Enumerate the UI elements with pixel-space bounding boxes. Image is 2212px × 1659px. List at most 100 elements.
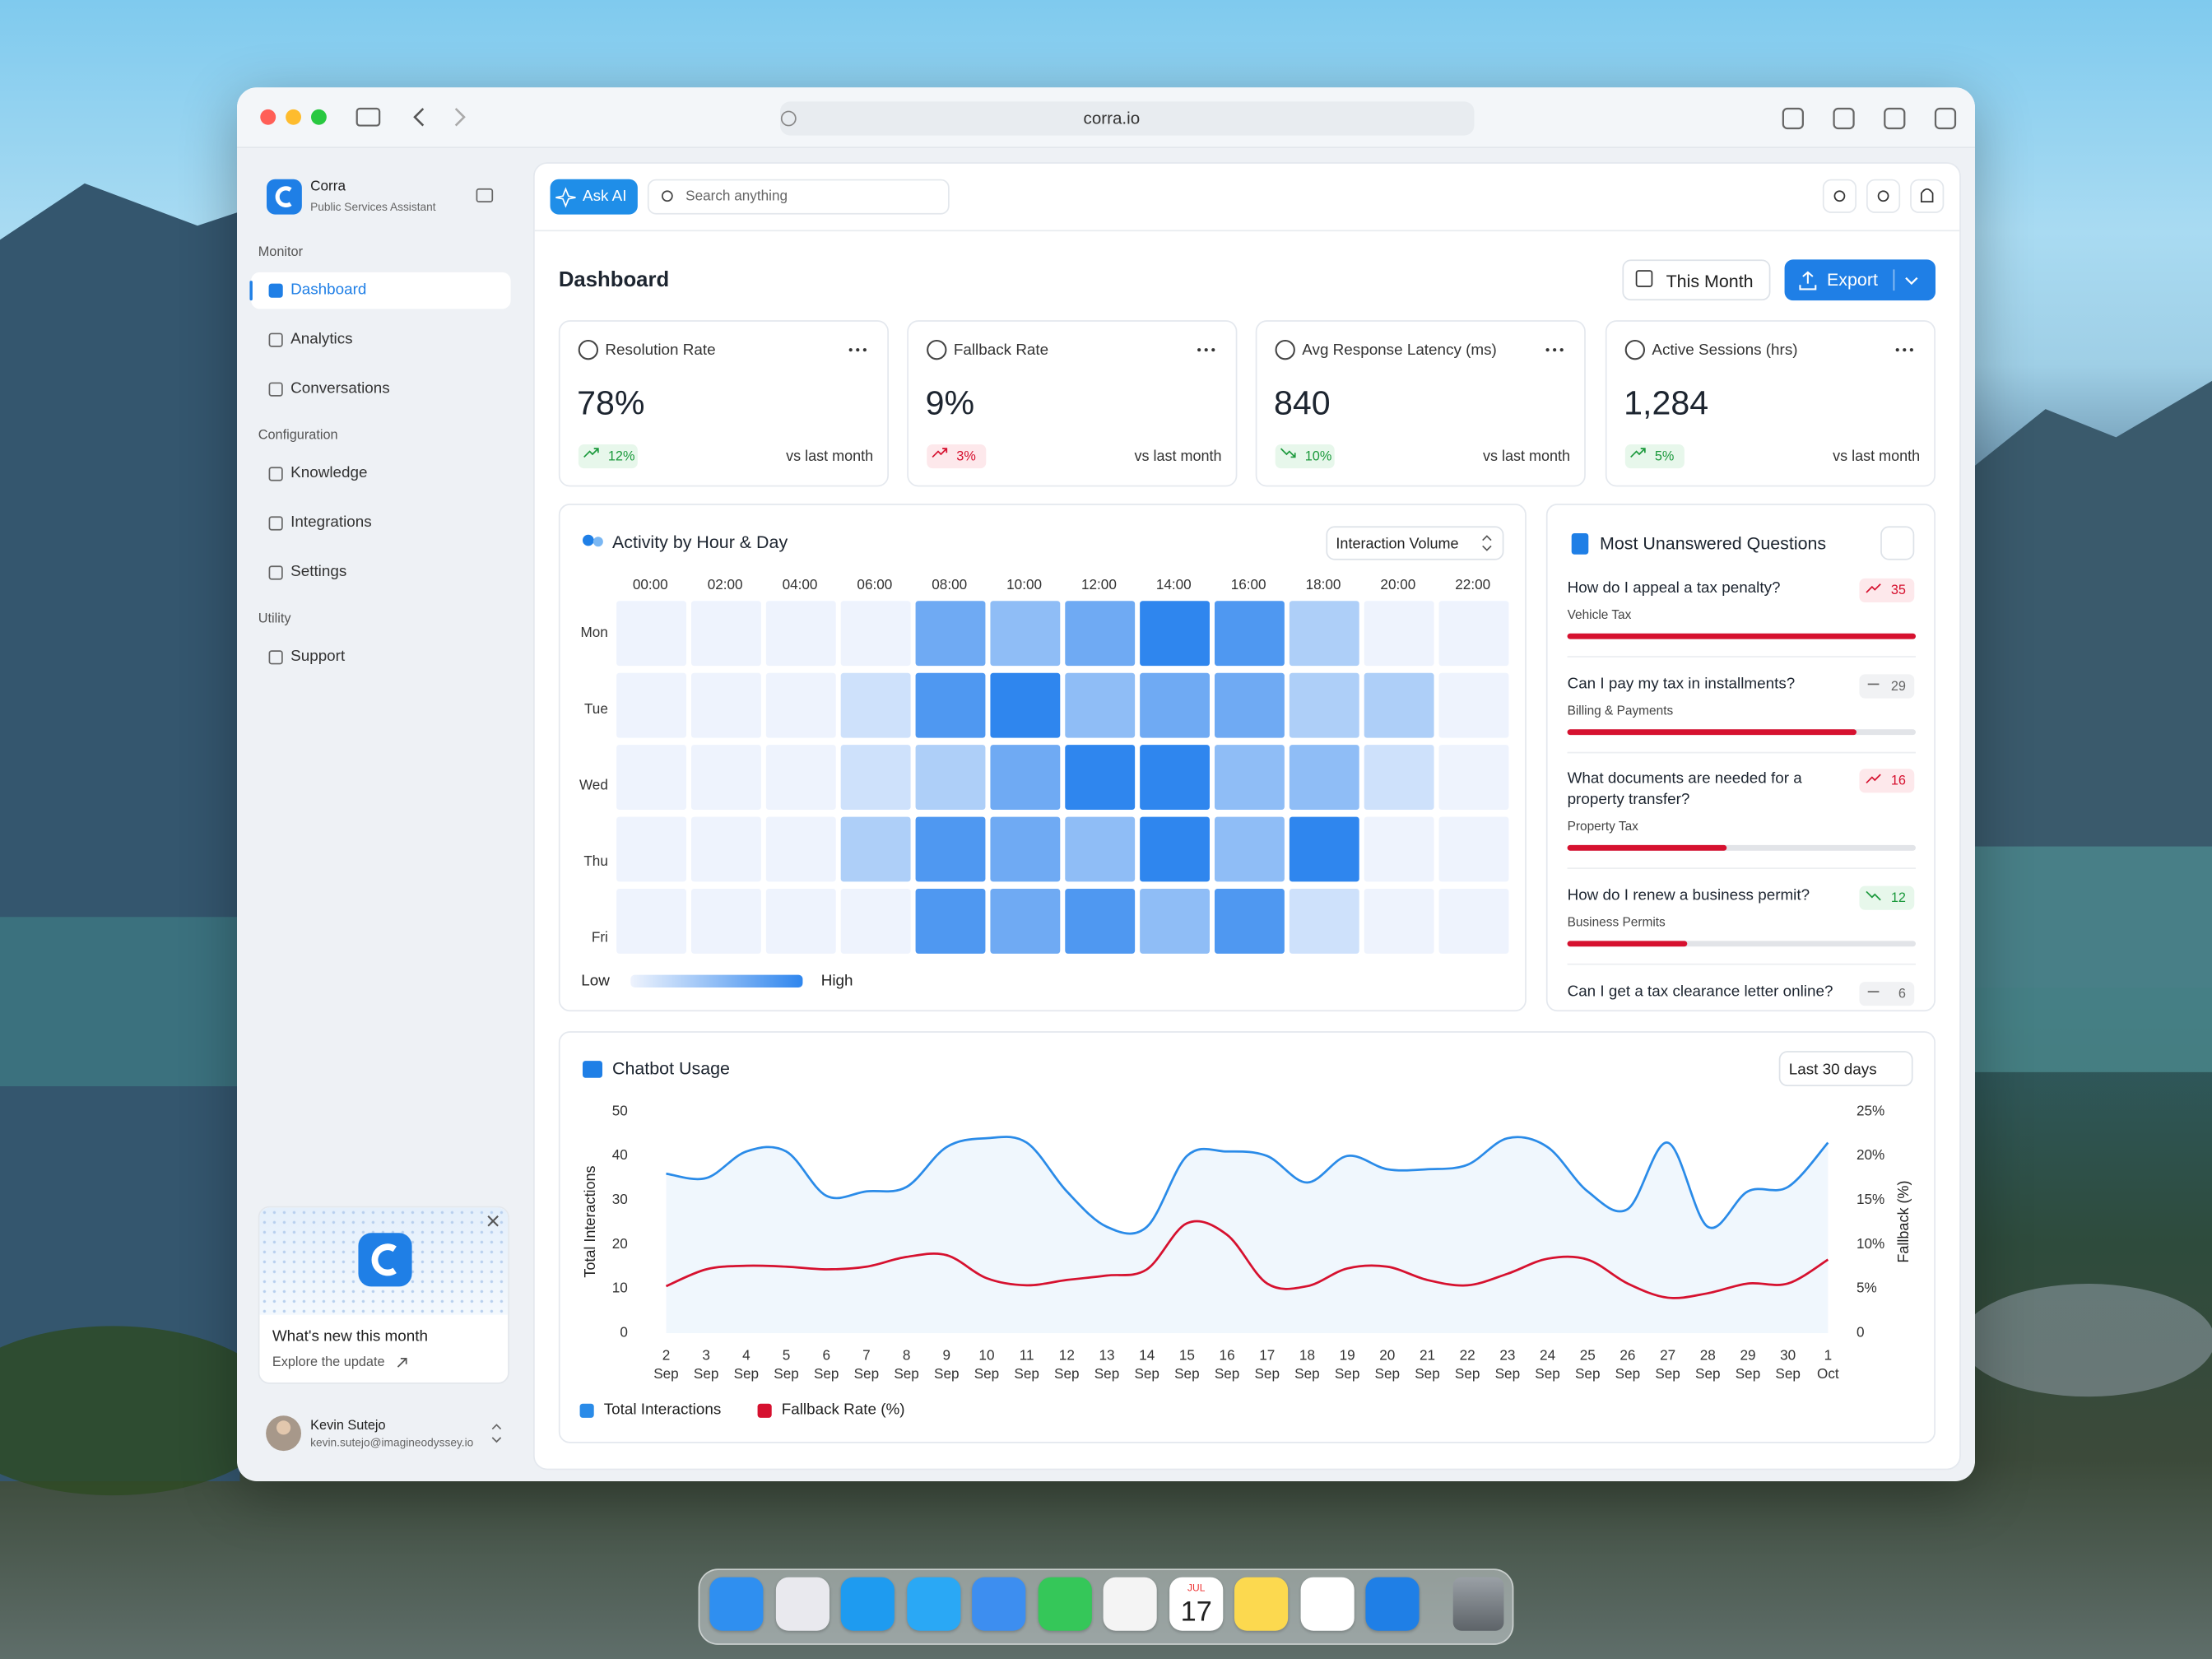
nav-item[interactable]: Support: [290, 648, 346, 666]
card-title: Most Unanswered Questions: [1600, 533, 1827, 554]
legend-label[interactable]: Fallback Rate (%): [781, 1401, 905, 1419]
x-tick-label: 23 Sep: [1494, 1348, 1521, 1383]
kpi-card: Fallback Rate 9% 3% vs last month: [907, 320, 1238, 487]
x-tick-label: 10 Sep: [974, 1348, 1000, 1383]
x-tick-label: 15 Sep: [1174, 1348, 1200, 1383]
ask-ai-label: Ask AI: [583, 187, 627, 205]
question-text[interactable]: How do I appeal a tax penalty?: [1567, 579, 1781, 597]
dock-app-icon[interactable]: [1037, 1577, 1092, 1631]
legend-high: High: [820, 972, 853, 990]
dock-app-icon[interactable]: [1103, 1577, 1157, 1631]
x-tick-label: 19 Sep: [1334, 1348, 1360, 1383]
questions-icon: [1571, 533, 1589, 555]
question-category: Vehicle Tax: [1567, 607, 1632, 622]
dock-app-icon[interactable]: [1365, 1577, 1420, 1631]
x-tick-label: 21 Sep: [1415, 1348, 1440, 1383]
app-logo: [267, 179, 302, 215]
nav-item[interactable]: Analytics: [290, 330, 353, 348]
dock-trash-icon[interactable]: [1452, 1577, 1504, 1631]
x-tick-label: 16 Sep: [1214, 1348, 1240, 1383]
kpi-change-value: 12%: [607, 448, 635, 464]
dock-app-icon[interactable]: [775, 1577, 830, 1631]
calendar-day: 17: [1180, 1596, 1212, 1629]
topbar-icon-button[interactable]: [1910, 179, 1945, 213]
kpi-change-value: 10%: [1304, 448, 1332, 464]
card-title: Activity by Hour & Day: [612, 532, 788, 553]
kpi-value: 840: [1274, 384, 1331, 423]
kpi-change-value: 5%: [1654, 448, 1675, 464]
question-category: Billing & Payments: [1567, 703, 1674, 718]
nav-item[interactable]: Settings: [290, 563, 347, 581]
question-text[interactable]: Can I get a tax clearance letter online?: [1567, 983, 1833, 1001]
question-text[interactable]: What documents are needed for a property…: [1567, 770, 1802, 809]
question-text[interactable]: Can I pay my tax in installments?: [1567, 676, 1796, 693]
dock-app-icon[interactable]: [709, 1577, 764, 1631]
dock-app-icon[interactable]: [840, 1577, 895, 1631]
address-bar[interactable]: [780, 101, 1475, 136]
nav-item[interactable]: Conversations: [290, 379, 390, 397]
expand-button[interactable]: [1880, 526, 1915, 560]
kpi-change-value: 3%: [956, 448, 976, 464]
question-text[interactable]: How do I renew a business permit?: [1567, 887, 1810, 904]
section-title: Monitor: [258, 244, 304, 260]
kpi-note: vs last month: [1833, 448, 1921, 466]
x-tick-label: 6 Sep: [813, 1348, 839, 1383]
x-tick-label: 26 Sep: [1615, 1348, 1641, 1383]
heatmap-card: [558, 504, 1527, 1012]
question-count-pill: 35: [1859, 578, 1915, 603]
question-count-pill: 12: [1859, 885, 1915, 910]
kpi-card: Resolution Rate 78% 12% vs last month: [558, 320, 890, 487]
app-name: Corra: [310, 179, 346, 195]
kpi-change: 12%: [578, 444, 638, 469]
questions-card: Most Unanswered Questions How do I appeal…: [1545, 504, 1936, 1012]
nav-item[interactable]: Dashboard: [290, 281, 367, 299]
x-tick-label: 4 Sep: [733, 1348, 760, 1383]
dock-app-icon[interactable]: [906, 1577, 960, 1631]
nav-item[interactable]: Integrations: [290, 514, 372, 532]
export-button[interactable]: Export: [1784, 259, 1936, 301]
legend-label[interactable]: Total Interactions: [603, 1401, 722, 1419]
promo-link[interactable]: Explore the update: [272, 1355, 385, 1371]
topbar-divider: [534, 230, 1960, 232]
x-tick-label: 27 Sep: [1655, 1348, 1680, 1383]
dock-app-icon[interactable]: [1299, 1577, 1354, 1631]
x-tick-label: 1 Oct: [1817, 1348, 1839, 1383]
progress-track: [1567, 941, 1917, 947]
progress-track: [1567, 844, 1917, 851]
kpi-value: 78%: [577, 384, 645, 423]
period-button[interactable]: This Month: [1622, 259, 1771, 301]
promo-title: What's new this month: [272, 1327, 428, 1345]
progress-bar: [1567, 844, 1727, 851]
x-tick-label: 25 Sep: [1574, 1348, 1601, 1383]
section-title: Utility: [258, 611, 291, 627]
metric-select[interactable]: Interaction Volume: [1326, 526, 1504, 560]
x-tick-label: 20 Sep: [1374, 1348, 1401, 1383]
dock-app-icon[interactable]: [972, 1577, 1026, 1631]
kpi-note: vs last month: [1482, 448, 1571, 466]
card-title: Chatbot Usage: [612, 1058, 730, 1079]
ask-ai-button[interactable]: Ask AI: [550, 179, 638, 215]
dock-app-icon[interactable]: [1234, 1577, 1289, 1631]
question-count: 6: [1898, 985, 1907, 1001]
nav-item[interactable]: Knowledge: [290, 464, 368, 482]
topbar-icon-button[interactable]: [1866, 179, 1901, 213]
period-select[interactable]: Last 30 days: [1778, 1051, 1913, 1087]
divider: [1567, 963, 1917, 965]
x-tick-label: 5 Sep: [774, 1348, 799, 1383]
dock-app-icon[interactable]: [1169, 1577, 1223, 1631]
x-tick-label: 17 Sep: [1254, 1348, 1280, 1383]
metric-label: Interaction Volume: [1336, 535, 1459, 553]
section-title: Configuration: [258, 427, 338, 444]
topbar-icon-button[interactable]: [1822, 179, 1857, 213]
x-tick-label: 18 Sep: [1294, 1348, 1320, 1383]
search-input[interactable]: Search anything: [647, 179, 950, 215]
x-tick-label: 22 Sep: [1454, 1348, 1480, 1383]
usage-card: [558, 1031, 1936, 1443]
progress-bar: [1567, 729, 1856, 736]
kpi-title: Avg Response Latency (ms): [1302, 342, 1497, 360]
x-tick-label: 30 Sep: [1775, 1348, 1801, 1383]
kpi-title: Resolution Rate: [605, 342, 716, 360]
divider: [1567, 656, 1917, 658]
